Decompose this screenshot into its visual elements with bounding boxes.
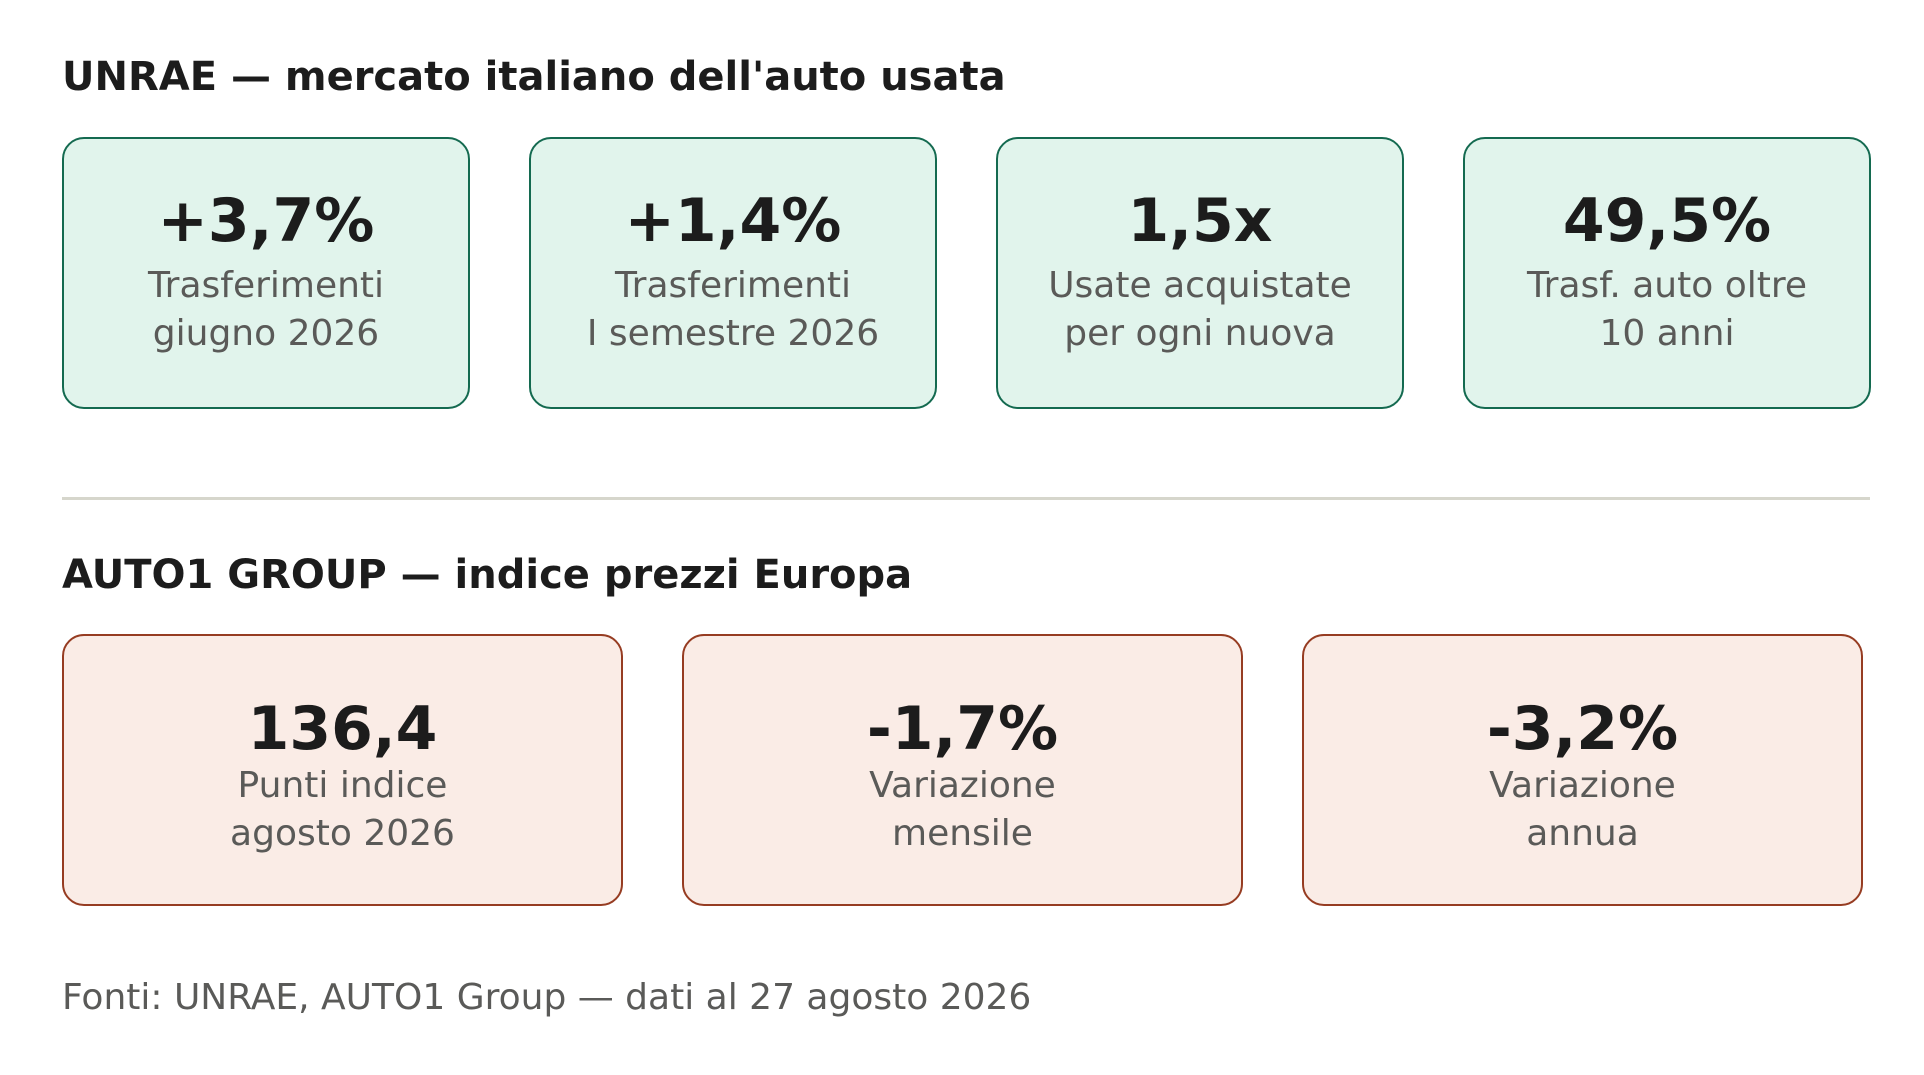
kpi-card-transfers-june: +3,7% Trasferimenti giugno 2026: [62, 137, 470, 409]
kpi-label-line: Trasf. auto oltre: [1526, 265, 1808, 306]
kpi-card-transfers-semester: +1,4% Trasferimenti I semestre 2026: [529, 137, 937, 409]
kpi-card-index-points: 136,4 Punti indice agosto 2026: [62, 634, 623, 906]
kpi-value: -3,2%: [1486, 694, 1679, 764]
kpi-value: 49,5%: [1562, 186, 1772, 256]
kpi-label: Variazione mensile: [869, 762, 1056, 858]
kpi-label: Variazione annua: [1489, 762, 1676, 858]
kpi-label-line: Trasferimenti: [147, 265, 385, 306]
kpi-label-line: Punti indice: [237, 765, 448, 806]
kpi-value: -1,7%: [866, 694, 1059, 764]
kpi-label: Trasf. auto oltre 10 anni: [1527, 262, 1807, 358]
unrae-kpi-row: +3,7% Trasferimenti giugno 2026 +1,4% Tr…: [62, 137, 1871, 409]
kpi-value: 136,4: [247, 694, 438, 764]
kpi-label: Usate acquistate per ogni nuova: [1048, 262, 1352, 358]
kpi-value: 1,5x: [1127, 186, 1273, 256]
auto1-kpi-row: 136,4 Punti indice agosto 2026 -1,7% Var…: [62, 634, 1863, 906]
kpi-label-line: mensile: [892, 813, 1033, 854]
kpi-card-used-per-new: 1,5x Usate acquistate per ogni nuova: [996, 137, 1404, 409]
kpi-label-line: annua: [1526, 813, 1639, 854]
unrae-section-title: UNRAE — mercato italiano dell'auto usata: [62, 54, 1006, 100]
section-divider: [62, 497, 1870, 500]
kpi-label-line: per ogni nuova: [1064, 313, 1336, 354]
kpi-label: Punti indice agosto 2026: [230, 762, 455, 858]
kpi-label-line: Variazione: [869, 765, 1056, 806]
kpi-label-line: agosto 2026: [230, 813, 455, 854]
kpi-label-line: 10 anni: [1599, 313, 1735, 354]
kpi-label-line: I semestre 2026: [586, 313, 880, 354]
kpi-label-line: Variazione: [1489, 765, 1676, 806]
sources-footnote: Fonti: UNRAE, AUTO1 Group — dati al 27 a…: [62, 977, 1032, 1018]
auto1-section-title: AUTO1 GROUP — indice prezzi Europa: [62, 552, 913, 598]
kpi-label: Trasferimenti giugno 2026: [148, 262, 384, 358]
kpi-card-over-10-years: 49,5% Trasf. auto oltre 10 anni: [1463, 137, 1871, 409]
kpi-label-line: Usate acquistate: [1048, 265, 1352, 306]
kpi-label: Trasferimenti I semestre 2026: [587, 262, 879, 358]
kpi-value: +1,4%: [624, 186, 842, 256]
kpi-label-line: giugno 2026: [152, 313, 380, 354]
kpi-label-line: Trasferimenti: [614, 265, 852, 306]
kpi-value: +3,7%: [157, 186, 375, 256]
kpi-card-monthly-change: -1,7% Variazione mensile: [682, 634, 1243, 906]
kpi-card-annual-change: -3,2% Variazione annua: [1302, 634, 1863, 906]
